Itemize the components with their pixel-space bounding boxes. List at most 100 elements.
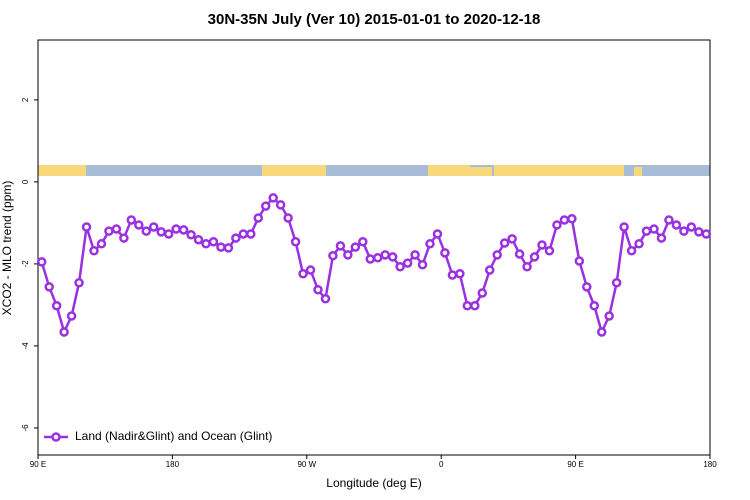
data-point xyxy=(305,265,316,275)
data-point xyxy=(611,278,622,288)
data-point xyxy=(290,237,301,247)
data-point xyxy=(335,241,346,251)
data-point xyxy=(365,254,376,264)
data-point xyxy=(679,226,689,236)
data-point xyxy=(36,257,47,267)
data-point xyxy=(74,278,84,288)
data-point xyxy=(634,239,644,249)
data-point xyxy=(664,215,674,225)
data-point xyxy=(387,252,398,262)
data-point xyxy=(193,234,204,245)
data-point xyxy=(343,250,353,260)
data-point xyxy=(402,258,413,268)
data-point xyxy=(44,282,54,292)
data-point xyxy=(470,300,480,311)
data-point xyxy=(186,230,196,240)
data-point xyxy=(320,294,331,304)
data-point xyxy=(231,233,241,243)
data-point xyxy=(253,213,264,223)
data-point xyxy=(104,226,114,236)
data-point xyxy=(238,229,249,239)
data-point xyxy=(694,227,704,237)
data-point xyxy=(141,226,152,236)
data-point xyxy=(216,242,226,252)
data-point xyxy=(417,259,428,270)
land-ocean-strip xyxy=(38,165,710,176)
data-point xyxy=(380,250,390,260)
data-point xyxy=(328,250,338,261)
land-band xyxy=(262,165,326,176)
data-point xyxy=(432,229,443,239)
y-tick-label: 0 xyxy=(21,179,30,184)
data-point xyxy=(455,268,465,279)
land-band xyxy=(494,165,624,176)
data-point xyxy=(66,311,77,321)
data-point xyxy=(171,224,181,234)
data-point xyxy=(350,242,361,252)
land-band xyxy=(38,165,86,176)
x-tick-label: 180 xyxy=(703,460,717,469)
data-point xyxy=(119,233,129,243)
x-tick-label: 90 E xyxy=(30,460,46,469)
data-point xyxy=(246,229,256,239)
data-point xyxy=(492,250,502,260)
legend-marker xyxy=(51,432,61,442)
data-point xyxy=(134,220,144,230)
data-point xyxy=(275,200,286,210)
data-point xyxy=(656,233,667,243)
y-tick-label: 2 xyxy=(21,97,30,102)
data-point xyxy=(649,224,659,234)
data-point xyxy=(567,214,577,224)
data-point xyxy=(313,284,323,295)
data-point xyxy=(484,265,495,275)
data-point xyxy=(410,250,420,260)
land-band xyxy=(470,167,492,176)
data-point xyxy=(701,229,712,239)
data-point xyxy=(522,262,532,272)
chart-title: 30N-35N July (Ver 10) 2015-01-01 to 2020… xyxy=(208,11,541,28)
data-point xyxy=(507,234,517,244)
y-tick-label: -6 xyxy=(21,424,30,432)
data-point xyxy=(178,225,189,235)
data-point xyxy=(477,288,488,298)
data-point xyxy=(671,220,682,230)
data-point xyxy=(499,238,510,248)
data-point xyxy=(641,226,652,236)
data-point xyxy=(126,215,137,225)
land-band xyxy=(428,165,470,176)
data-point xyxy=(156,227,166,237)
x-tick-label: 0 xyxy=(439,460,444,469)
ocean-band xyxy=(38,165,710,176)
data-point xyxy=(395,262,405,272)
data-point xyxy=(686,222,697,232)
data-point xyxy=(596,327,607,337)
data-point xyxy=(59,327,69,337)
data-point xyxy=(544,246,555,256)
data-point xyxy=(223,243,234,253)
data-point xyxy=(298,268,308,279)
data-point xyxy=(89,246,99,256)
data-point xyxy=(372,253,383,263)
land-band xyxy=(634,167,642,176)
data-point xyxy=(514,249,525,259)
data-point xyxy=(440,248,450,258)
data-point xyxy=(619,222,629,232)
data-point xyxy=(111,224,122,234)
data-point xyxy=(201,239,211,249)
data-point xyxy=(447,270,458,280)
x-tick-label: 180 xyxy=(166,460,180,469)
data-point xyxy=(81,222,92,232)
data-point xyxy=(51,300,62,311)
data-point xyxy=(529,252,540,262)
data-point xyxy=(537,240,547,250)
data-point xyxy=(582,282,592,292)
data-point xyxy=(574,256,585,266)
y-axis-label: XCO2 - MLO trend (ppm) xyxy=(0,181,14,316)
plot-frame xyxy=(37,39,711,456)
data-point xyxy=(96,239,107,249)
y-tick-label: -2 xyxy=(21,260,30,268)
data-point xyxy=(604,311,614,321)
data-point xyxy=(626,246,637,256)
data-point xyxy=(462,300,473,311)
